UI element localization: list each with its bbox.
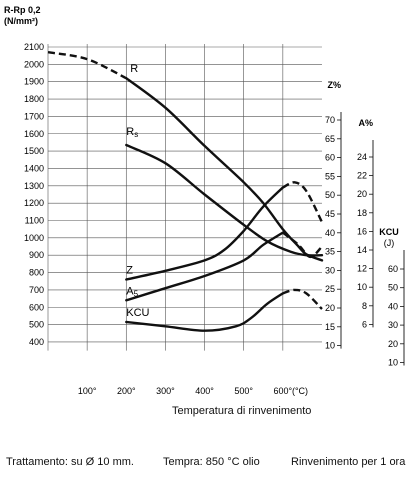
kcu-axis-title: KCU [379, 227, 399, 237]
z-tick-label: 20 [325, 303, 335, 313]
chart-grid [47, 44, 322, 351]
left-tick-label: 500 [29, 320, 44, 330]
series-label-a5: A5 [126, 285, 138, 298]
left-tick-label: 1600 [24, 129, 44, 139]
z-tick-label: 40 [325, 228, 335, 238]
series-label-rs: Rs [126, 126, 138, 139]
series-r-line [125, 77, 324, 262]
series-kcu-line [125, 292, 284, 332]
series-a5-line [125, 231, 284, 302]
z-tick-label: 60 [325, 153, 335, 163]
a-tick-label: 8 [362, 301, 367, 311]
series-label-z: Z [126, 264, 133, 276]
a-tick-label: 16 [357, 226, 367, 236]
left-tick-label: 2100 [24, 42, 44, 52]
x-unit-label: (°C) [292, 386, 308, 396]
left-tick-label: 1100 [25, 216, 44, 226]
z-tick-label: 45 [325, 209, 335, 219]
z-tick-label: 35 [325, 247, 335, 257]
left-tick-label: 1800 [24, 94, 44, 104]
series-label-kcu: KCU [126, 307, 149, 319]
x-tick-label: 200° [117, 386, 136, 396]
left-tick-label: 1200 [24, 198, 44, 208]
right-axes: Z% 10 15 20 25 30 35 40 45 50 55 60 65 70 A% 6 8 10 12 14 16… [325, 80, 405, 368]
footer-quench: Tempra: 850 °C olio [163, 456, 260, 468]
a-tick-label: 20 [357, 189, 367, 199]
a-tick-label: 24 [357, 152, 367, 162]
y-axis-unit: (N/mm²) [4, 16, 38, 26]
left-axis-ticks: 400 500 600 700 800 900 1000 1100 1200 1300 1400 15… [24, 42, 44, 347]
series-label-r: R [130, 63, 138, 75]
footer-tempering: Rinvenimento per 1 ora [291, 456, 406, 468]
kcu-tick-label: 30 [388, 320, 398, 330]
series-rs-line [125, 143, 324, 257]
kcu-tick-label: 60 [388, 264, 398, 274]
a-axis-title: A% [358, 118, 373, 128]
z-axis-title: Z% [328, 80, 342, 90]
left-tick-label: 800 [29, 268, 44, 278]
x-tick-label: 600° [274, 386, 293, 396]
y-axis-title: R-Rp 0,2 [4, 5, 41, 15]
z-tick-label: 30 [325, 265, 335, 275]
x-tick-label: 100° [78, 386, 97, 396]
z-tick-label: 70 [325, 115, 335, 125]
series-z-dashed [282, 181, 324, 223]
kcu-tick-label: 50 [388, 283, 398, 293]
a-tick-label: 18 [357, 208, 367, 218]
left-tick-label: 400 [29, 337, 44, 347]
z-tick-label: 25 [325, 284, 335, 294]
x-axis-title: Temperatura di rinvenimento [172, 405, 312, 417]
a-tick-label: 14 [357, 245, 367, 255]
left-tick-label: 1900 [24, 77, 44, 87]
z-tick-label: 10 [325, 341, 335, 351]
series-kcu-dashed [282, 288, 323, 310]
x-tick-label: 500° [234, 386, 253, 396]
series-z-line [125, 186, 284, 281]
chart-svg: 400 500 600 700 800 900 1000 1100 1200 1300 1400 15… [4, 5, 405, 396]
kcu-tick-label: 10 [388, 358, 398, 368]
x-tick-label: 300° [156, 386, 175, 396]
a-tick-label: 22 [357, 171, 367, 181]
left-tick-label: 1500 [24, 146, 44, 156]
kcu-tick-label: 40 [388, 301, 398, 311]
kcu-tick-label: 20 [388, 339, 398, 349]
left-tick-label: 900 [29, 250, 44, 260]
chart-labels: R-Rp 0,2(N/mm²) R Rs Z A5 KCU [4, 5, 150, 319]
kcu-axis-unit: (J) [384, 238, 395, 248]
a-tick-label: 12 [357, 264, 367, 274]
left-tick-label: 700 [29, 285, 44, 295]
x-axis-ticks: 100° 200° 300° 400° 500° 600° (°C) [78, 386, 308, 396]
series-group [47, 51, 324, 332]
left-tick-label: 1400 [24, 163, 44, 173]
x-tick-label: 400° [195, 386, 214, 396]
series-a5-dashed [282, 231, 323, 259]
left-tick-label: 600 [29, 302, 44, 312]
left-tick-label: 1000 [24, 233, 44, 243]
left-tick-label: 1700 [24, 111, 44, 121]
a-tick-label: 6 [362, 319, 367, 329]
z-tick-label: 15 [325, 322, 335, 332]
z-tick-label: 50 [325, 190, 335, 200]
footer-treatment: Trattamento: su Ø 10 mm. [6, 456, 134, 468]
a-tick-label: 10 [357, 282, 367, 292]
z-tick-label: 55 [325, 171, 335, 181]
series-r-dashed [47, 51, 127, 80]
z-tick-label: 65 [325, 134, 335, 144]
left-tick-label: 1300 [24, 181, 44, 191]
left-tick-label: 2000 [24, 59, 44, 69]
